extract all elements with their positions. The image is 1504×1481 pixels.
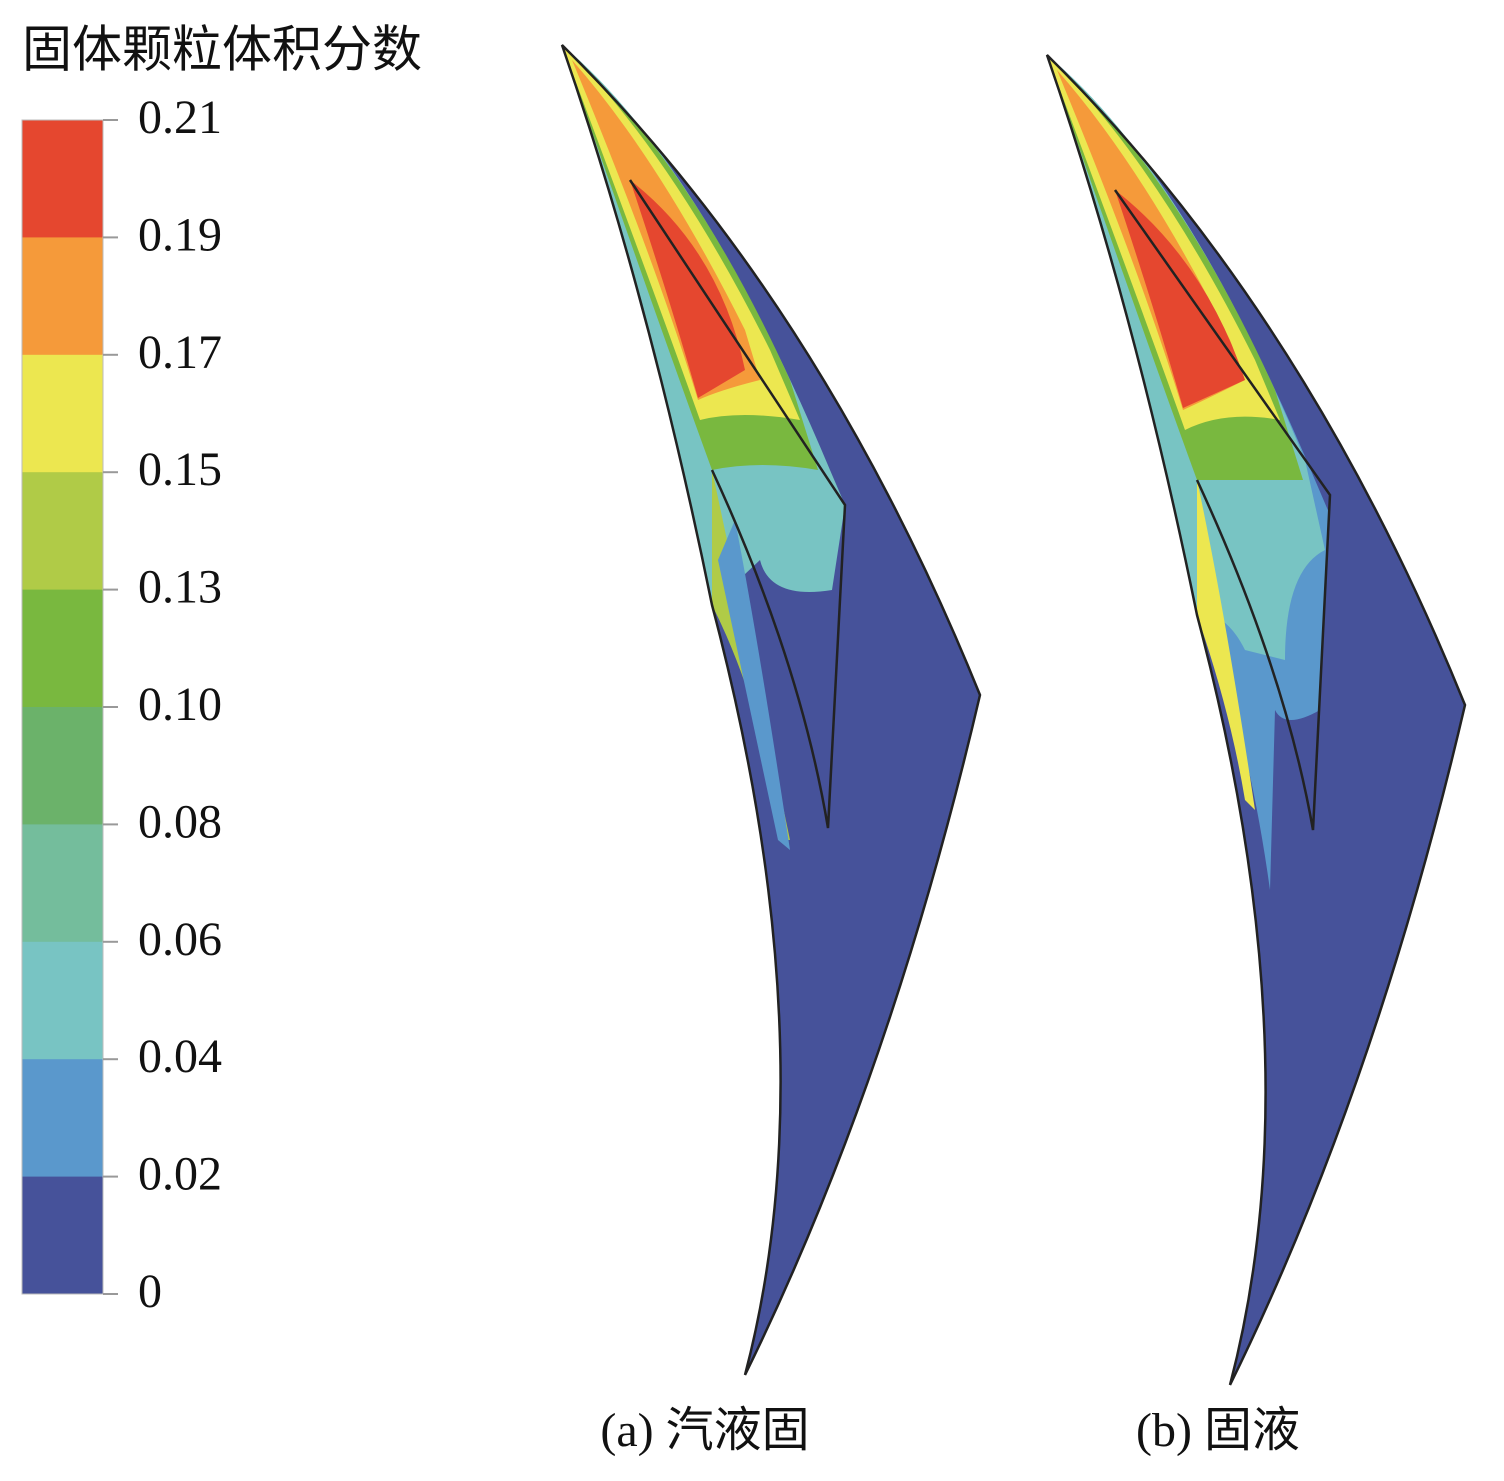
tick-label: 0.17: [138, 326, 222, 379]
colorbar-band: [22, 707, 103, 825]
tick-label: 0.02: [138, 1148, 222, 1201]
colorbar-band: [22, 941, 103, 1060]
contour-band: [1115, 190, 1245, 408]
contour-band: [718, 520, 790, 850]
blade-outline: [628, 179, 847, 829]
colorbar-band: [22, 824, 103, 943]
tick-label: 0.06: [138, 913, 222, 966]
colorbar-band: [22, 1059, 103, 1178]
colorbar-band: [22, 120, 103, 238]
legend-title: 固体颗粒体积分数: [22, 21, 422, 77]
colorbar-band: [22, 589, 103, 708]
blade-outline: [1113, 189, 1332, 831]
colorbar-band: [22, 1176, 103, 1295]
tick-label: 0.04: [138, 1030, 222, 1083]
colorbar-band: [22, 237, 103, 356]
tick-label: 0: [138, 1265, 162, 1318]
contour-panel: [560, 44, 982, 1376]
contour-band: [1197, 480, 1255, 810]
colorbar-band: [22, 354, 103, 473]
tick-label: 0.08: [138, 795, 222, 848]
colorbar: 0.21 0.19 0.17 0.15 0.13 0.10 0.08 0.06 0.04 0.02…: [21, 91, 222, 1318]
colorbar-band: [22, 472, 103, 591]
contour-band: [630, 180, 745, 398]
blade-outline: [560, 44, 982, 1376]
tick-label: 0.19: [138, 208, 222, 261]
tick-label: 0.10: [138, 678, 222, 731]
tick-label: 0.13: [138, 561, 222, 614]
tick-label: 0.15: [138, 443, 222, 496]
panel-caption: (b) 固液: [1136, 1404, 1300, 1457]
panel-caption: (a) 汽液固: [600, 1404, 809, 1457]
blade-outline: [1045, 54, 1467, 1386]
tick-label: 0.21: [138, 91, 222, 144]
contour-panel: [1045, 54, 1467, 1386]
